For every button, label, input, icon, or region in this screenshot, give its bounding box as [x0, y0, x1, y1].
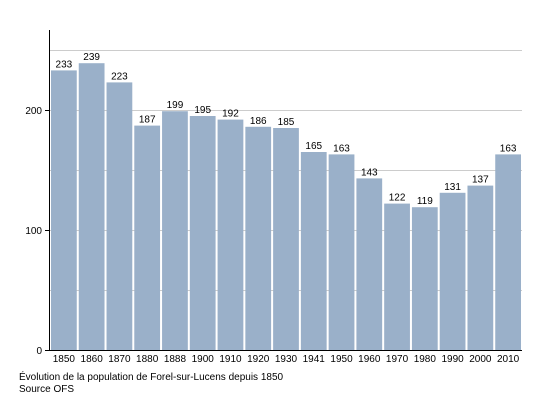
bar-1930: [273, 128, 299, 350]
x-tick-label-1888: 1888: [164, 354, 187, 365]
data-label-1850: 233: [56, 59, 73, 70]
bar-1970: [384, 203, 410, 350]
bars: [51, 63, 521, 351]
bar-1950: [328, 154, 355, 350]
bar-1920: [245, 126, 272, 350]
data-label-1900: 195: [194, 105, 211, 116]
data-label-2000: 137: [472, 175, 489, 186]
data-label-1910: 192: [222, 109, 239, 120]
bar-1941: [300, 152, 327, 350]
x-tick-label-1941: 1941: [303, 354, 326, 365]
data-label-1888: 199: [167, 100, 184, 111]
data-label-1960: 143: [361, 167, 378, 178]
x-tick-label-1980: 1980: [414, 354, 437, 365]
x-tick-label-1930: 1930: [275, 354, 298, 365]
data-label-1980: 119: [417, 196, 433, 207]
x-tick-label-2000: 2000: [469, 354, 492, 365]
y-tick-label-100: 100: [25, 226, 42, 237]
bar-1910: [217, 119, 244, 350]
data-label-1860: 239: [83, 52, 100, 63]
x-tick-label-1970: 1970: [386, 354, 409, 365]
bar-1960: [356, 178, 383, 350]
data-label-1870: 223: [111, 71, 128, 82]
y-tick-label-0: 0: [36, 346, 42, 357]
bar-1980: [411, 207, 438, 350]
bar-2000: [467, 185, 494, 350]
x-tick-label-1920: 1920: [247, 354, 270, 365]
x-tick-label-1990: 1990: [441, 354, 464, 365]
data-label-1990: 131: [444, 182, 461, 193]
chart-caption: Évolution de la population de Forel-sur-…: [19, 372, 284, 383]
data-label-1880: 187: [139, 115, 156, 126]
data-label-1941: 165: [305, 141, 322, 152]
data-labels: 233 239 223 187 199 195 192 186 185 165 163 143 122 1…: [56, 52, 517, 207]
data-label-1950: 163: [333, 143, 350, 154]
data-label-1930: 185: [278, 117, 295, 128]
bar-1888: [162, 111, 188, 350]
x-tick-label-1880: 1880: [136, 354, 159, 365]
bar-1990: [439, 192, 466, 350]
x-tick-label-1850: 1850: [53, 354, 76, 365]
axes: 1850 1860 1870 1880 1888 1900 1910 1920 1930 1941…: [25, 30, 522, 365]
chart-source: Source OFS: [19, 384, 75, 395]
x-tick-label-2010: 2010: [497, 354, 520, 365]
data-label-2010: 163: [500, 143, 517, 154]
bar-2010: [495, 154, 521, 350]
bar-1850: [51, 70, 77, 351]
x-tick-label-1910: 1910: [219, 354, 242, 365]
bar-1880: [134, 125, 161, 350]
data-label-1970: 122: [389, 193, 406, 204]
x-tick-label-1900: 1900: [192, 354, 215, 365]
x-tick-label-1950: 1950: [330, 354, 353, 365]
bar-1860: [78, 63, 105, 350]
bar-1870: [106, 82, 133, 351]
x-tick-label-1870: 1870: [108, 354, 131, 365]
bar-1900: [189, 116, 216, 350]
y-tick-label-200: 200: [25, 106, 42, 117]
x-tick-label-1860: 1860: [81, 354, 104, 365]
data-label-1920: 186: [250, 116, 267, 127]
x-tick-label-1960: 1960: [358, 354, 381, 365]
